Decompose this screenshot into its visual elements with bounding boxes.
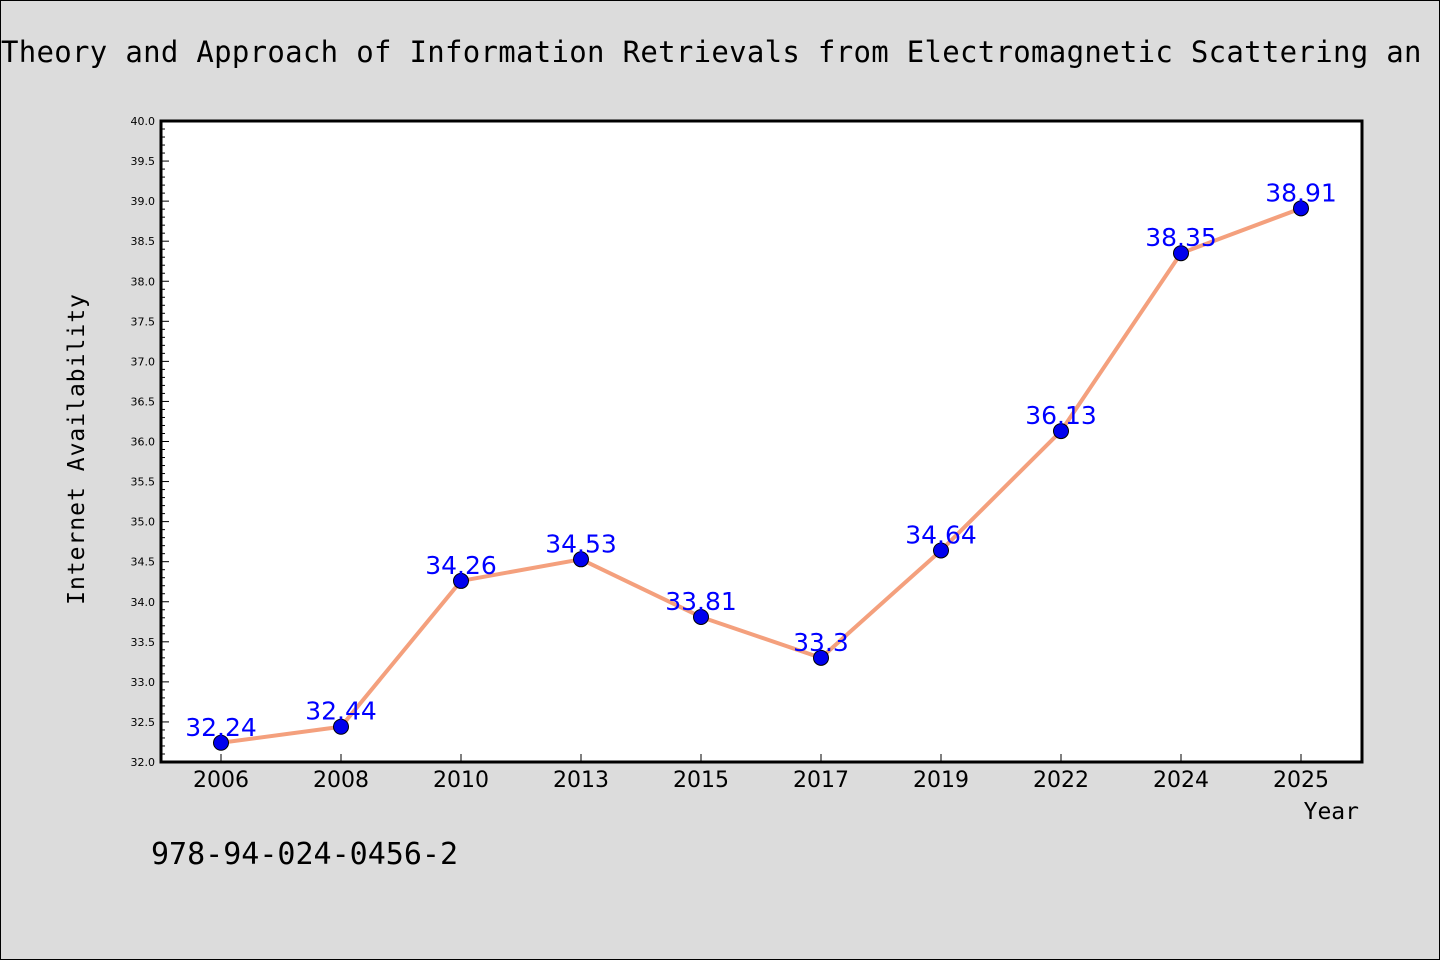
data-label: 38.35 — [1145, 223, 1217, 252]
y-tick-label: 34.0 — [131, 596, 156, 609]
data-point-marker — [213, 734, 229, 751]
data-point-marker — [1053, 423, 1069, 440]
x-tick-label: 2008 — [313, 768, 369, 793]
x-axis: 2006 2008 2010 2013 2015 2017 2019 2022 2024 2025 — [193, 754, 1329, 793]
x-tick-label: 2019 — [913, 768, 969, 793]
data-label: 36.13 — [1025, 401, 1097, 430]
x-tick-label: 2010 — [433, 768, 489, 793]
data-label: 34.53 — [545, 529, 617, 558]
chart-title: Theory and Approach of Information Retri… — [1, 35, 1422, 69]
data-point-marker — [813, 649, 829, 666]
y-tick-label: 32.5 — [131, 716, 156, 729]
data-point-marker — [333, 718, 349, 735]
y-tick-label: 38.5 — [131, 235, 156, 248]
y-tick-label: 39.5 — [131, 155, 156, 168]
y-tick-label: 34.5 — [131, 556, 156, 569]
y-tick-label: 33.0 — [131, 676, 156, 689]
y-tick-label: 32.0 — [131, 756, 156, 769]
data-point-marker — [693, 608, 709, 625]
data-point-marker — [1293, 200, 1309, 217]
data-point-marker — [453, 572, 469, 589]
series-markers — [213, 200, 1309, 751]
data-labels: 32.24 32.44 34.26 34.53 33.81 33.3 34.64 36.13 3… — [185, 178, 1337, 741]
x-tick-label: 2006 — [193, 768, 249, 793]
y-tick-label: 35.0 — [131, 516, 156, 529]
x-tick-label: 2017 — [793, 768, 849, 793]
series-line — [220, 206, 1302, 745]
data-point-marker — [933, 542, 949, 559]
y-tick-label: 37.5 — [131, 315, 156, 328]
data-label: 33.3 — [793, 628, 849, 657]
data-label: 32.44 — [305, 697, 377, 726]
data-label: 32.24 — [185, 713, 257, 742]
data-label: 33.81 — [665, 587, 737, 616]
y-tick-label: 40.0 — [131, 115, 156, 128]
y-tick-label: 36.0 — [131, 436, 156, 449]
x-tick-label: 2024 — [1153, 768, 1209, 793]
x-tick-label: 2013 — [553, 768, 609, 793]
y-axis-title: Internet Availability — [64, 293, 90, 605]
data-label: 38.91 — [1265, 178, 1337, 207]
data-point-marker — [1173, 245, 1189, 262]
x-tick-label: 2025 — [1273, 768, 1329, 793]
y-tick-label: 37.0 — [131, 355, 156, 368]
plot-frame — [159, 119, 1364, 764]
data-label: 34.64 — [905, 520, 977, 549]
x-tick-label: 2015 — [673, 768, 729, 793]
x-axis-title: Year — [1303, 799, 1359, 825]
y-tick-label: 33.5 — [131, 636, 156, 649]
y-tick-label: 38.0 — [131, 275, 156, 288]
x-tick-label: 2022 — [1033, 768, 1089, 793]
y-tick-label: 39.0 — [131, 195, 156, 208]
y-tick-label: 35.5 — [131, 476, 156, 489]
data-label: 34.26 — [425, 551, 497, 580]
y-tick-label: 36.5 — [131, 395, 156, 408]
data-point-marker — [573, 551, 589, 568]
isbn-text: 978-94-024-0456-2 — [151, 837, 459, 872]
y-axis: 32.0 32.5 33.0 33.5 34.0 34.5 35.0 35.5 36.0 36.5… — [131, 115, 169, 769]
